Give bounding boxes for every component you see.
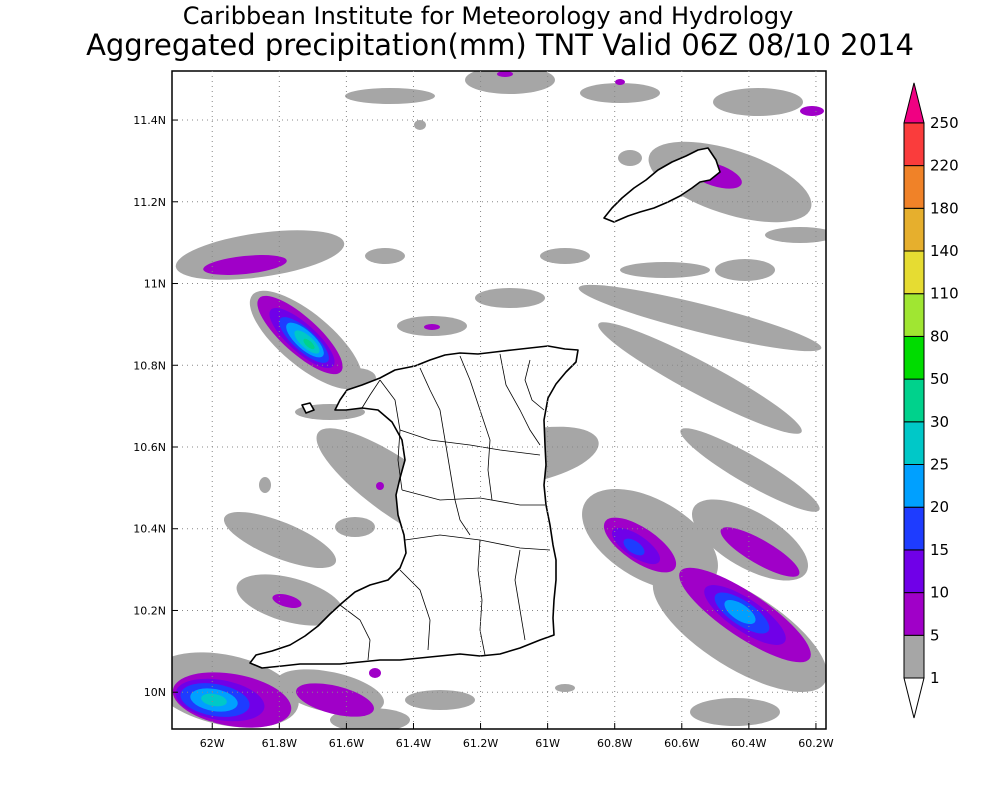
y-tick-label: 11.2N — [133, 196, 166, 209]
x-tick-label: 61.4W — [396, 737, 431, 750]
monos-island — [301, 402, 315, 414]
tobago-island — [603, 147, 721, 223]
colorbar-swatch — [903, 378, 925, 423]
colorbar-label: 180 — [930, 199, 959, 217]
y-tick-label: 10.4N — [133, 523, 166, 536]
colorbar-label: 140 — [930, 242, 959, 260]
colorbar-label: 80 — [930, 327, 949, 345]
x-tick-label: 61.6W — [329, 737, 364, 750]
x-tick-label: 60.6W — [664, 737, 699, 750]
x-tick-label: 61.2W — [463, 737, 498, 750]
x-tick-label: 60.2W — [798, 737, 833, 750]
colorbar-label: 5 — [930, 626, 940, 644]
y-tick-label: 10.8N — [133, 359, 166, 372]
colorbar-swatch — [903, 421, 925, 465]
graticule — [172, 71, 826, 729]
x-tick-label: 61.8W — [262, 737, 297, 750]
x-tick-label: 60.8W — [597, 737, 632, 750]
x-tick-label: 60.4W — [731, 737, 766, 750]
colorbar-label: 250 — [930, 114, 959, 132]
colorbar-label: 10 — [930, 584, 949, 602]
colorbar-label: 1 — [930, 669, 940, 687]
colorbar-swatch — [903, 549, 925, 594]
y-tick-label: 11N — [144, 278, 166, 291]
colorbar-swatch — [903, 335, 925, 380]
colorbar-label: 50 — [930, 370, 949, 388]
island-outlines — [249, 147, 721, 669]
colorbar-swatch — [903, 165, 925, 209]
contour-30mm — [303, 338, 315, 350]
colorbar-swatch — [903, 250, 925, 295]
colorbar-min-triangle — [903, 677, 925, 719]
y-tick-label: 11.4N — [133, 114, 166, 127]
colorbar-label: 15 — [930, 541, 949, 559]
colorbar-swatch — [903, 293, 925, 337]
y-tick-label: 10.6N — [133, 441, 166, 454]
colorbar-label: 220 — [930, 157, 959, 175]
y-tick-label: 10.2N — [133, 604, 166, 617]
x-tick-label: 62W — [200, 737, 225, 750]
colorbar-swatch — [903, 506, 925, 551]
colorbar-swatch — [903, 634, 925, 679]
trinidad-island — [249, 345, 579, 669]
longitude-axis: 62W 61.8W 61.6W 61.4W 61.2W 61W 60.8W 60.6W 60.4… — [200, 723, 834, 750]
colorbar-label: 25 — [930, 456, 949, 474]
colorbar-swatch — [903, 592, 925, 636]
x-tick-label: 61W — [535, 737, 560, 750]
map-title: Caribbean Institute for Meteorology and … — [182, 2, 794, 30]
colorbar-swatch — [903, 122, 925, 167]
colorbar-label: 30 — [930, 413, 949, 431]
latitude-axis: 11.4N 11.2N 11N 10.8N 10.6N 10.4N 10.2N 10N — [133, 114, 178, 699]
map-frame — [171, 70, 827, 730]
y-tick-label: 10N — [144, 686, 166, 699]
colorbar-swatch — [903, 464, 925, 508]
colorbar-max-triangle — [903, 82, 925, 124]
region-boundaries — [339, 353, 551, 661]
colorbar-label: 20 — [930, 498, 949, 516]
colorbar-label: 110 — [930, 285, 959, 303]
colorbar-swatch — [903, 207, 925, 252]
map-subtitle: Aggregated precipitation(mm) TNT Valid 0… — [86, 28, 914, 62]
